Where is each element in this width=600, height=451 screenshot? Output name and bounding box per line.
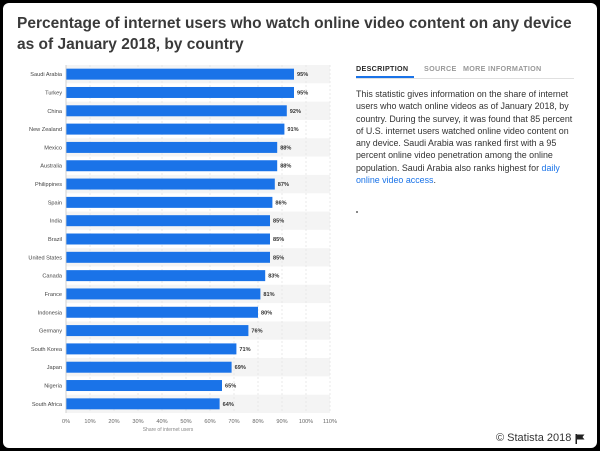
page-title: Percentage of internet users who watch o… (17, 15, 572, 53)
bar (66, 178, 275, 190)
description-text: This statistic gives information on the … (356, 88, 576, 186)
value-label: 71% (239, 347, 250, 353)
value-label: 95% (297, 72, 308, 78)
category-label: Germany (39, 329, 62, 335)
bar (66, 343, 237, 355)
tab-more-information[interactable]: MORE INFORMATION (463, 64, 542, 73)
x-tick-label: 10% (84, 419, 95, 425)
value-label: 83% (268, 274, 279, 280)
category-label: Indonesia (38, 310, 63, 316)
x-tick-label: 50% (180, 419, 191, 425)
bar (66, 270, 266, 282)
value-label: 85% (273, 219, 284, 225)
category-label: Spain (48, 200, 62, 206)
x-tick-label: 110% (323, 419, 337, 425)
value-label: 91% (287, 127, 298, 133)
category-label: Saudi Arabia (30, 72, 63, 78)
category-label: France (45, 292, 62, 298)
value-label: 95% (297, 90, 308, 96)
category-label: Philippines (35, 182, 62, 188)
tab-source[interactable]: SOURCE (424, 64, 457, 73)
value-label: 88% (280, 145, 291, 151)
bar (66, 288, 261, 300)
bar (66, 361, 232, 373)
bar (66, 251, 270, 263)
category-label: Canada (42, 274, 62, 280)
x-axis-label: Share of internet users (143, 427, 194, 433)
bar (66, 398, 220, 410)
category-label: India (50, 219, 63, 225)
bar (66, 233, 270, 245)
value-label: 69% (235, 365, 246, 371)
x-tick-label: 60% (204, 419, 215, 425)
flag-icon[interactable] (575, 434, 585, 444)
bar (66, 141, 278, 153)
active-tab-indicator (356, 76, 414, 78)
category-label: Turkey (45, 90, 62, 96)
x-tick-label: 0% (62, 419, 70, 425)
x-tick-label: 90% (276, 419, 287, 425)
bar (66, 325, 249, 337)
x-tick-label: 20% (108, 419, 119, 425)
bar (66, 86, 294, 98)
bar (66, 196, 273, 208)
bullet-dot (356, 211, 358, 213)
category-label: Mexico (44, 145, 62, 151)
bar (66, 160, 278, 172)
value-label: 80% (261, 310, 272, 316)
daily-online-video-access-link[interactable]: daily online video access (356, 162, 560, 186)
bar (66, 68, 294, 80)
category-label: Brazil (48, 237, 62, 243)
value-label: 81% (263, 292, 274, 298)
category-label: South Korea (31, 347, 63, 353)
value-label: 64% (223, 402, 234, 408)
description-end: . (433, 175, 436, 186)
copyright-text: © Statista 2018 (496, 432, 572, 444)
category-label: United States (28, 255, 62, 261)
value-label: 85% (273, 255, 284, 261)
x-tick-label: 30% (132, 419, 143, 425)
value-label: 92% (290, 109, 301, 115)
value-label: 76% (251, 329, 262, 335)
tab-bar: DESCRIPTION SOURCE MORE INFORMATION (356, 60, 574, 79)
category-label: South Africa (32, 402, 63, 408)
chart-card: Percentage of internet users who watch o… (3, 3, 597, 448)
category-label: Nigeria (44, 384, 63, 390)
description-body: This statistic gives information on the … (356, 89, 573, 173)
bar (66, 380, 222, 392)
bar (66, 215, 270, 227)
value-label: 88% (280, 164, 291, 170)
category-label: New Zealand (29, 127, 62, 133)
x-tick-label: 70% (228, 419, 239, 425)
category-label: China (47, 109, 63, 115)
value-label: 87% (278, 182, 289, 188)
bar-chart: 0% 10% 20% 30% 40% 50% 60% 70% 80% 90% 100% 110% Sau… (28, 65, 337, 433)
category-label: Australia (40, 164, 63, 170)
x-tick-label: 80% (252, 419, 263, 425)
bar (66, 105, 287, 117)
category-label: Japan (47, 365, 62, 371)
x-tick-label: 40% (156, 419, 167, 425)
bar (66, 306, 258, 318)
x-tick-label: 100% (299, 419, 313, 425)
value-label: 86% (275, 200, 286, 206)
bar (66, 123, 285, 135)
tab-description[interactable]: DESCRIPTION (356, 64, 409, 73)
value-label: 85% (273, 237, 284, 243)
value-label: 65% (225, 384, 236, 390)
